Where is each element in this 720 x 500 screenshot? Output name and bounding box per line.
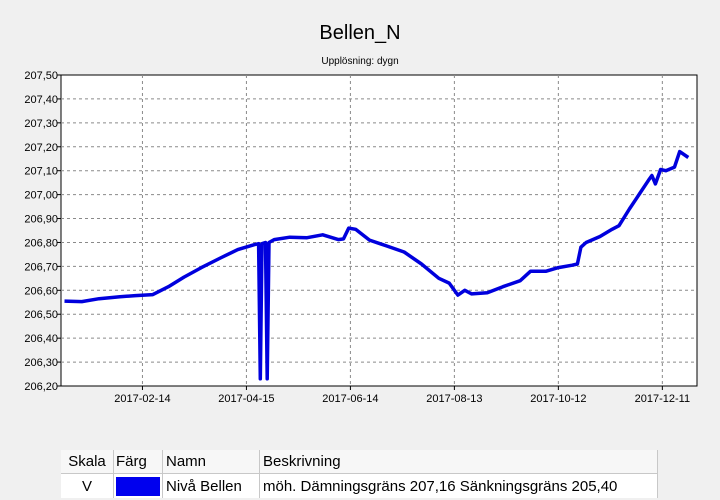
y-tick-label: 206,40 [24, 333, 58, 345]
y-tick-label: 207,20 [24, 142, 58, 154]
y-tick-label: 206,20 [24, 381, 58, 393]
plot-area [60, 74, 698, 387]
y-tick-label: 207,00 [24, 190, 58, 202]
x-tick-label: 2017-04-15 [218, 393, 274, 405]
y-tick-label: 207,40 [24, 94, 58, 106]
legend-header-color: Färg [113, 450, 163, 474]
legend-row[interactable]: V Nivå Bellen möh. Dämningsgräns 207,16 … [61, 473, 658, 498]
legend-scale-cell: V [61, 473, 114, 498]
x-tick-label: 2017-10-12 [530, 393, 586, 405]
legend-header-description: Beskrivning [259, 450, 658, 474]
y-tick-label: 206,60 [24, 285, 58, 297]
legend-table: Skala Färg Namn Beskrivning V Nivå Belle… [61, 450, 658, 498]
legend-color-cell [113, 473, 163, 498]
legend-color-swatch [116, 476, 160, 496]
x-tick-label: 2017-02-14 [114, 393, 170, 405]
legend-description-cell: möh. Dämningsgräns 207,16 Sänkningsgräns… [259, 473, 658, 498]
y-tick-label: 206,90 [24, 214, 58, 226]
x-tick-label: 2017-06-14 [322, 393, 378, 405]
y-tick-label: 206,80 [24, 237, 58, 249]
x-tick-label: 2017-08-13 [426, 393, 482, 405]
chart-title: Bellen_N [319, 22, 401, 44]
line-chart: 206,20 206,30 206,40 206,50 206,60 206,70 206,… [24, 70, 698, 405]
legend-header-scale: Skala [61, 450, 114, 474]
legend-header-row: Skala Färg Namn Beskrivning [61, 450, 658, 474]
y-tick-label: 206,50 [24, 309, 58, 321]
y-tick-label: 206,30 [24, 357, 58, 369]
y-tick-label: 206,70 [24, 261, 58, 273]
legend-header-name: Namn [162, 450, 260, 474]
legend-name-cell: Nivå Bellen [162, 473, 260, 498]
series-line [64, 149, 690, 381]
y-tick-label: 207,10 [24, 166, 58, 178]
y-tick-label: 207,30 [24, 118, 58, 130]
y-tick-label: 207,50 [24, 70, 58, 82]
chart-subtitle: Upplösning: dygn [321, 56, 399, 67]
x-tick-label: 2017-12-11 [635, 393, 690, 405]
